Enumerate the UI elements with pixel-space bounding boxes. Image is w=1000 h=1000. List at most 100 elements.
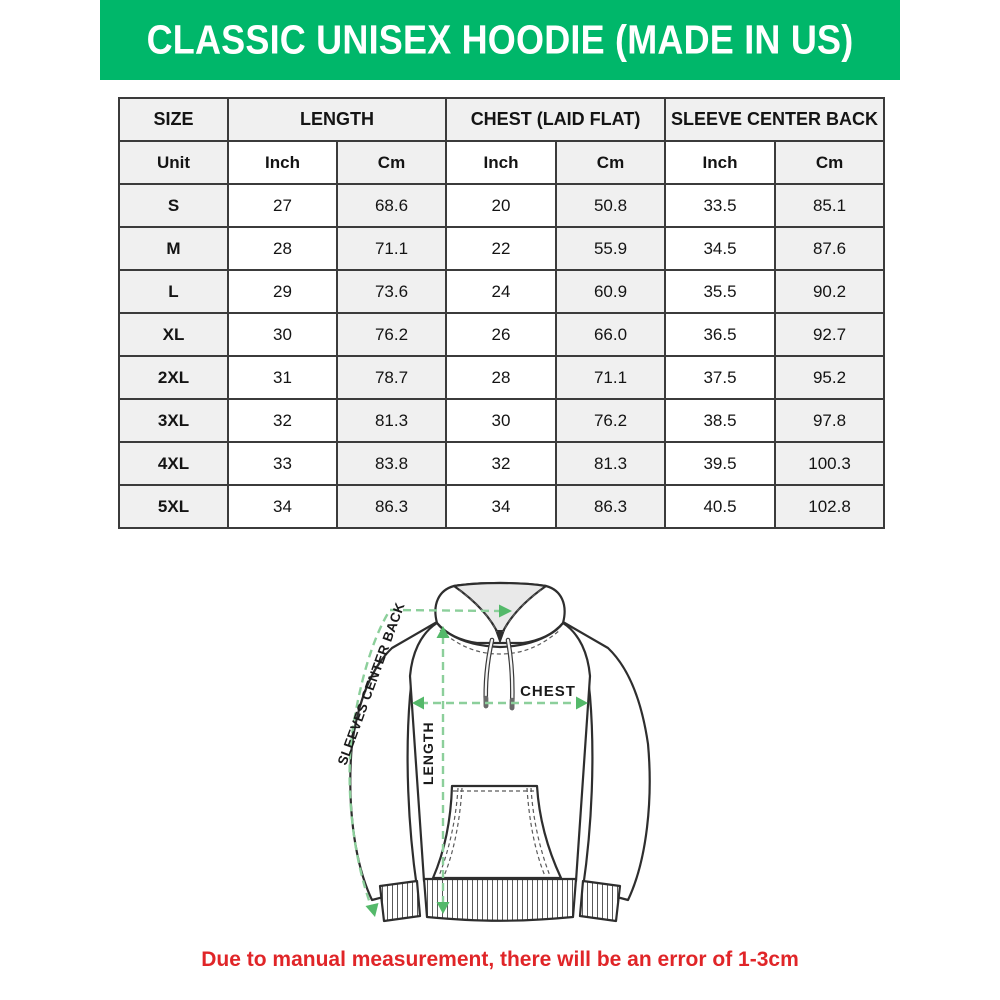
value-cell: 35.5 bbox=[664, 269, 777, 314]
size-chart-table: SIZE LENGTH CHEST (LAID FLAT) SLEEVE CEN… bbox=[118, 97, 886, 529]
size-cell: 5XL bbox=[118, 484, 229, 529]
value-cell: 26 bbox=[445, 312, 557, 357]
value-cell: 34.5 bbox=[664, 226, 777, 271]
length-arrow-icon bbox=[436, 902, 450, 914]
unit-cell: Cm bbox=[774, 140, 886, 185]
value-cell: 37.5 bbox=[664, 355, 777, 400]
size-cell: L bbox=[118, 269, 229, 314]
value-cell: 22 bbox=[445, 226, 557, 271]
value-cell: 73.6 bbox=[336, 269, 447, 314]
value-cell: 66.0 bbox=[554, 312, 667, 357]
value-cell: 76.2 bbox=[336, 312, 447, 357]
value-cell: 71.1 bbox=[336, 226, 447, 271]
value-cell: 90.2 bbox=[774, 269, 886, 314]
value-cell: 32 bbox=[445, 441, 557, 486]
size-cell: 4XL bbox=[118, 441, 229, 486]
value-cell: 100.3 bbox=[774, 441, 886, 486]
pocket-right-stitch bbox=[526, 787, 546, 877]
value-cell: 60.9 bbox=[554, 269, 667, 314]
value-cell: 39.5 bbox=[664, 441, 777, 486]
value-cell: 87.6 bbox=[774, 226, 886, 271]
value-cell: 102.8 bbox=[774, 484, 886, 529]
drawstring-channel bbox=[495, 630, 505, 644]
page-title: CLASSIC UNISEX HOODIE (MADE IN US) bbox=[146, 16, 854, 63]
size-cell: M bbox=[118, 226, 229, 271]
col-header-sleeve: SLEEVE CENTER BACK bbox=[664, 97, 886, 142]
collar-seam bbox=[435, 621, 565, 649]
value-cell: 83.8 bbox=[336, 441, 447, 486]
value-cell: 40.5 bbox=[664, 484, 777, 529]
value-cell: 27 bbox=[227, 183, 338, 228]
value-cell: 50.8 bbox=[554, 183, 667, 228]
left-cuff bbox=[378, 879, 422, 923]
col-header-chest: CHEST (LAID FLAT) bbox=[444, 97, 667, 142]
unit-cell: Unit bbox=[118, 140, 229, 185]
value-cell: 34 bbox=[445, 484, 557, 529]
value-cell: 86.3 bbox=[554, 484, 667, 529]
pocket-left-stitch bbox=[438, 787, 459, 877]
value-cell: 68.6 bbox=[336, 183, 447, 228]
value-cell: 30 bbox=[227, 312, 338, 357]
value-cell: 30 bbox=[445, 398, 557, 443]
value-cell: 20 bbox=[445, 183, 557, 228]
unit-cell: Inch bbox=[227, 140, 338, 185]
value-cell: 33.5 bbox=[664, 183, 777, 228]
pocket-right-stitch bbox=[530, 787, 551, 877]
value-cell: 29 bbox=[227, 269, 338, 314]
value-cell: 71.1 bbox=[554, 355, 667, 400]
sleeve-arrow-icon bbox=[365, 903, 379, 917]
table-header-row: SIZE LENGTH CHEST (LAID FLAT) SLEEVE CEN… bbox=[118, 97, 886, 142]
collar-stitch bbox=[439, 629, 561, 655]
value-cell: 33 bbox=[227, 441, 338, 486]
unit-cell: Inch bbox=[664, 140, 777, 185]
size-cell: S bbox=[118, 183, 229, 228]
value-cell: 85.1 bbox=[774, 183, 886, 228]
hem-band bbox=[422, 877, 578, 922]
value-cell: 81.3 bbox=[554, 441, 667, 486]
table-row: S 27 68.6 20 50.8 33.5 85.1 bbox=[118, 183, 886, 228]
table-row: M 28 71.1 22 55.9 34.5 87.6 bbox=[118, 226, 886, 271]
hood-stitch-right bbox=[502, 589, 542, 633]
value-cell: 28 bbox=[227, 226, 338, 271]
value-cell: 95.2 bbox=[774, 355, 886, 400]
col-header-size: SIZE bbox=[118, 97, 229, 142]
value-cell: 78.7 bbox=[336, 355, 447, 400]
value-cell: 32 bbox=[227, 398, 338, 443]
size-cell: 2XL bbox=[118, 355, 229, 400]
value-cell: 76.2 bbox=[554, 398, 667, 443]
hoodie-measurement-diagram: CHEST LENGTH SLEEVES CENTER BACK bbox=[335, 581, 651, 923]
table-row: XL 30 76.2 26 66.0 36.5 92.7 bbox=[118, 312, 886, 357]
measurement-note: Due to manual measurement, there will be… bbox=[201, 948, 799, 971]
chest-arrow-icon bbox=[412, 696, 424, 710]
table-row: 2XL 31 78.7 28 71.1 37.5 95.2 bbox=[118, 355, 886, 400]
table-row: L 29 73.6 24 60.9 35.5 90.2 bbox=[118, 269, 886, 314]
value-cell: 34 bbox=[227, 484, 338, 529]
chest-arrow-icon bbox=[576, 696, 588, 710]
sleeve-arrow-icon bbox=[499, 604, 512, 618]
size-cell: 3XL bbox=[118, 398, 229, 443]
value-cell: 38.5 bbox=[664, 398, 777, 443]
pocket-left-stitch bbox=[443, 787, 463, 877]
right-cuff bbox=[578, 879, 622, 923]
col-header-length: LENGTH bbox=[227, 97, 447, 142]
table-row: 4XL 33 83.8 32 81.3 39.5 100.3 bbox=[118, 441, 886, 486]
value-cell: 92.7 bbox=[774, 312, 886, 357]
table-row: 5XL 34 86.3 34 86.3 40.5 102.8 bbox=[118, 484, 886, 529]
value-cell: 81.3 bbox=[336, 398, 447, 443]
title-banner: CLASSIC UNISEX HOODIE (MADE IN US) bbox=[100, 0, 900, 80]
value-cell: 28 bbox=[445, 355, 557, 400]
value-cell: 97.8 bbox=[774, 398, 886, 443]
value-cell: 36.5 bbox=[664, 312, 777, 357]
length-arrow-icon bbox=[436, 626, 450, 638]
length-label: LENGTH bbox=[420, 721, 436, 785]
value-cell: 24 bbox=[445, 269, 557, 314]
value-cell: 55.9 bbox=[554, 226, 667, 271]
table-row: 3XL 32 81.3 30 76.2 38.5 97.8 bbox=[118, 398, 886, 443]
value-cell: 31 bbox=[227, 355, 338, 400]
table-unit-row: Unit Inch Cm Inch Cm Inch Cm bbox=[118, 140, 886, 185]
size-cell: XL bbox=[118, 312, 229, 357]
unit-cell: Inch bbox=[445, 140, 557, 185]
value-cell: 86.3 bbox=[336, 484, 447, 529]
unit-cell: Cm bbox=[336, 140, 447, 185]
